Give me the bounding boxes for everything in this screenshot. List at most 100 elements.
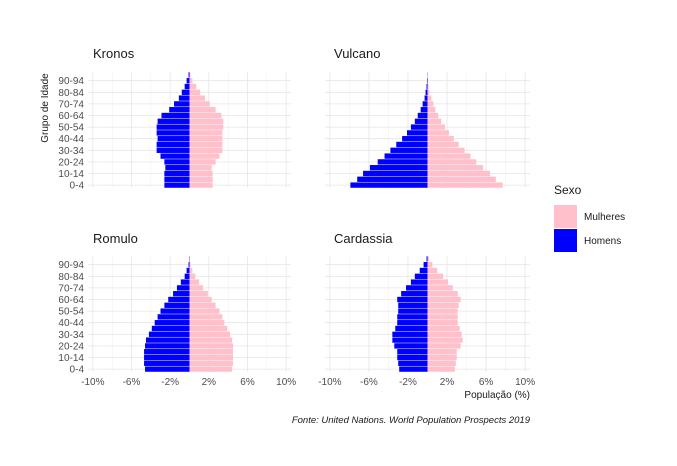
bar-homens-65-69 bbox=[169, 107, 190, 113]
bar-mulheres-35-39 bbox=[189, 141, 223, 148]
bar-mulheres-35-39 bbox=[427, 325, 460, 332]
bar-mulheres-25-29 bbox=[427, 337, 463, 343]
y-tick-label: 10-14 bbox=[58, 169, 84, 180]
bar-mulheres-10-14 bbox=[427, 170, 490, 177]
bar-mulheres-90-94 bbox=[189, 262, 191, 268]
bar-homens-10-14 bbox=[164, 170, 190, 177]
bar-mulheres-15-19 bbox=[427, 165, 484, 171]
bar-homens-65-69 bbox=[401, 291, 428, 297]
bar-homens-20-24 bbox=[164, 159, 190, 165]
bar-mulheres-25-29 bbox=[189, 153, 220, 159]
bar-mulheres-75-79 bbox=[189, 95, 205, 101]
bar-homens-0-4 bbox=[399, 366, 428, 372]
bar-mulheres-10-14 bbox=[189, 354, 233, 361]
bar-mulheres-55-59 bbox=[427, 302, 459, 308]
x-tick-label: -10% bbox=[81, 377, 104, 388]
bar-homens-70-74 bbox=[406, 285, 428, 291]
bar-homens-50-54 bbox=[398, 308, 428, 314]
panel-title: Kronos bbox=[93, 46, 135, 61]
bar-homens-25-29 bbox=[160, 153, 190, 159]
bar-homens-70-74 bbox=[422, 101, 428, 107]
bar-mulheres-45-49 bbox=[189, 130, 223, 136]
bar-mulheres-5-9 bbox=[427, 176, 496, 182]
x-tick-label: 6% bbox=[479, 377, 494, 388]
bar-mulheres-30-34 bbox=[427, 331, 462, 337]
bar-homens-25-29 bbox=[392, 337, 428, 343]
bar-mulheres-40-44 bbox=[427, 136, 454, 142]
bar-mulheres-85-89 bbox=[427, 83, 429, 90]
bar-homens-45-49 bbox=[397, 314, 428, 320]
bar-homens-95-99 bbox=[188, 72, 190, 78]
bar-mulheres-80-84 bbox=[189, 89, 201, 95]
bar-mulheres-60-64 bbox=[427, 112, 439, 119]
bar-homens-20-24 bbox=[145, 343, 190, 349]
y-tick-label: 40-44 bbox=[58, 134, 84, 145]
x-tick-label: 10% bbox=[515, 377, 535, 388]
bar-homens-90-94 bbox=[186, 78, 190, 84]
bar-homens-55-59 bbox=[164, 302, 190, 308]
legend-label-homens: Homens bbox=[584, 236, 621, 247]
bar-homens-70-74 bbox=[176, 285, 190, 291]
bar-mulheres-0-4 bbox=[427, 366, 455, 372]
panel-romulo: Romulo 0-410-1420-2430-3440-4450-5460-647… bbox=[58, 231, 296, 388]
bar-mulheres-20-24 bbox=[189, 343, 233, 349]
legend-label-mulheres: Mulheres bbox=[584, 212, 625, 223]
bar-homens-90-94 bbox=[188, 262, 190, 268]
panel-title: Vulcano bbox=[334, 46, 381, 61]
bar-homens-75-79 bbox=[178, 95, 190, 101]
bar-homens-30-34 bbox=[148, 331, 190, 337]
bar-mulheres-0-4 bbox=[189, 182, 213, 188]
panel-title: Romulo bbox=[93, 231, 138, 246]
bar-homens-80-84 bbox=[181, 89, 190, 95]
bar-homens-55-59 bbox=[398, 302, 428, 308]
legend-swatch-mulheres bbox=[554, 205, 577, 228]
bar-homens-75-79 bbox=[180, 279, 190, 285]
bar-homens-60-64 bbox=[417, 112, 428, 119]
bar-mulheres-70-74 bbox=[427, 101, 434, 107]
bar-mulheres-75-79 bbox=[427, 279, 448, 285]
bar-mulheres-55-59 bbox=[427, 118, 442, 124]
bar-mulheres-90-94 bbox=[189, 78, 193, 84]
bar-mulheres-85-89 bbox=[189, 83, 197, 90]
bar-mulheres-0-4 bbox=[189, 366, 233, 372]
bar-homens-60-64 bbox=[168, 296, 190, 303]
x-tick-label: -6% bbox=[123, 377, 141, 388]
y-tick-label: 0-4 bbox=[70, 181, 85, 192]
bar-homens-10-14 bbox=[144, 354, 190, 361]
bar-mulheres-15-19 bbox=[427, 349, 457, 355]
bar-mulheres-10-14 bbox=[427, 354, 457, 361]
bar-homens-80-84 bbox=[414, 273, 428, 279]
bar-mulheres-40-44 bbox=[189, 320, 225, 326]
panel-title: Cardassia bbox=[334, 231, 393, 246]
bar-mulheres-50-54 bbox=[189, 124, 224, 130]
y-tick-label: 60-64 bbox=[58, 295, 84, 306]
x-tick-label: -10% bbox=[318, 377, 341, 388]
bar-homens-40-44 bbox=[154, 320, 190, 326]
y-tick-label: 50-54 bbox=[58, 307, 84, 318]
bar-homens-65-69 bbox=[173, 291, 190, 297]
bar-homens-45-49 bbox=[156, 130, 190, 136]
bar-mulheres-60-64 bbox=[189, 296, 212, 303]
bar-homens-5-9 bbox=[357, 176, 428, 182]
bar-homens-50-54 bbox=[160, 308, 190, 314]
bar-homens-55-59 bbox=[157, 118, 190, 124]
x-tick-label: 6% bbox=[240, 377, 255, 388]
bar-mulheres-50-54 bbox=[427, 124, 446, 130]
bar-homens-10-14 bbox=[363, 170, 428, 177]
bar-homens-35-39 bbox=[396, 141, 428, 148]
bar-mulheres-25-29 bbox=[189, 337, 233, 343]
bar-mulheres-85-89 bbox=[189, 267, 193, 274]
x-tick-label: 2% bbox=[440, 377, 455, 388]
y-tick-label: 50-54 bbox=[58, 123, 84, 134]
bar-mulheres-70-74 bbox=[189, 285, 204, 291]
bar-mulheres-0-4 bbox=[427, 182, 503, 188]
bar-mulheres-65-69 bbox=[427, 291, 458, 297]
bar-mulheres-60-64 bbox=[427, 296, 461, 303]
bar-mulheres-95-99 bbox=[427, 256, 429, 262]
bar-mulheres-5-9 bbox=[189, 360, 233, 366]
bar-mulheres-60-64 bbox=[189, 112, 222, 119]
bar-mulheres-5-9 bbox=[189, 176, 213, 182]
bar-homens-70-74 bbox=[174, 101, 190, 107]
bar-mulheres-50-54 bbox=[189, 308, 220, 314]
